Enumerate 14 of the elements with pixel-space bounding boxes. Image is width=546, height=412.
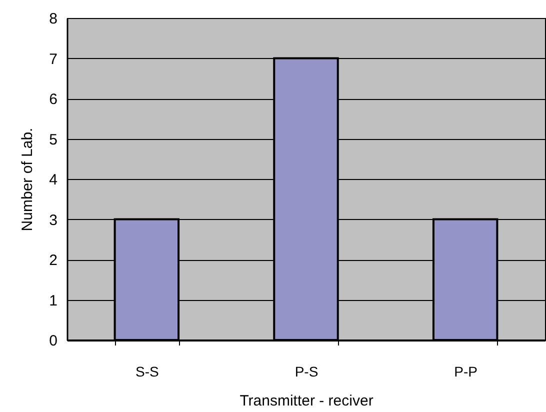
x-tick-label: P-S <box>294 364 318 380</box>
y-tick-label: 3 <box>49 212 58 229</box>
x-tick-label: S-S <box>135 364 159 380</box>
y-tick-label: 4 <box>49 172 58 188</box>
y-tick-label: 1 <box>49 292 58 310</box>
x-axis-title: Transmitter - reciver <box>240 392 374 410</box>
y-tick-label: 0 <box>49 332 58 350</box>
y-tick-label: 2 <box>49 252 58 269</box>
y-tick-label: 6 <box>49 91 58 108</box>
y-tick-label: 7 <box>49 50 58 68</box>
y-tick-label: 8 <box>49 10 58 28</box>
y-axis-title: Number of Lab. <box>19 128 36 232</box>
y-tick-label: 5 <box>49 131 58 148</box>
x-tick-label: P-P <box>454 364 478 380</box>
